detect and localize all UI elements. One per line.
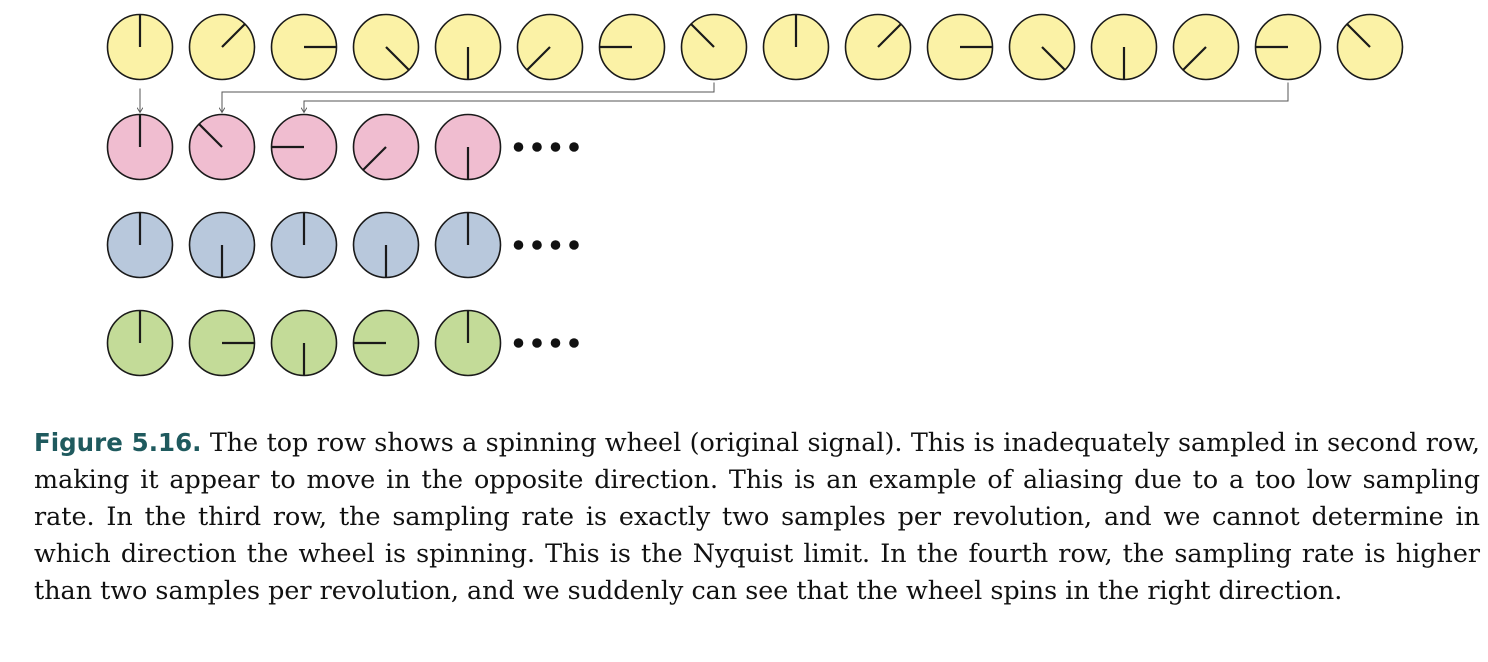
- ellipsis-dot: [569, 338, 579, 348]
- wheel: [352, 113, 420, 181]
- wheel: [680, 13, 748, 81]
- wheel: [188, 13, 256, 81]
- wheel: [106, 113, 174, 181]
- wheel: [106, 309, 174, 377]
- ellipsis-dot: [569, 142, 579, 152]
- wheel: [434, 113, 502, 181]
- wheel: [270, 13, 338, 81]
- wheel: [1090, 13, 1158, 81]
- ellipsis-dot: [513, 240, 524, 250]
- wheel-row-undersampled: [106, 113, 579, 181]
- wheel: [1254, 13, 1322, 81]
- wheel: [1008, 13, 1076, 81]
- wheel: [434, 211, 502, 279]
- ellipsis-dot: [513, 338, 524, 348]
- wheel: [188, 113, 256, 181]
- ellipsis-dot: [513, 142, 524, 152]
- wheel: [270, 113, 338, 181]
- wheel-spoke: [1346, 23, 1371, 48]
- wheel-spoke: [198, 123, 223, 148]
- wheel-row-nyquist-limit: [106, 211, 579, 279]
- wheel-spoke: [526, 46, 551, 71]
- ellipsis-dot: [550, 240, 561, 250]
- ellipsis-dots: [513, 338, 579, 348]
- wheel: [516, 13, 584, 81]
- wheel: [106, 13, 174, 81]
- ellipsis-dots: [513, 142, 579, 152]
- figure-caption: Figure 5.16. The top row shows a spinnin…: [34, 424, 1480, 609]
- wheel: [1172, 13, 1240, 81]
- figure-caption-text: The top row shows a spinning wheel (orig…: [34, 427, 1480, 605]
- wheel: [844, 13, 912, 81]
- ellipsis-dot: [532, 338, 542, 348]
- wheel: [1336, 13, 1404, 81]
- wheel-rows: [106, 13, 1404, 377]
- wheel: [352, 309, 420, 377]
- wheel-row-original-signal: [106, 13, 1404, 81]
- wheel-spoke: [1041, 46, 1066, 71]
- sample-link-arrow: [304, 82, 1289, 113]
- wheel: [106, 211, 174, 279]
- wheel-row-oversampled: [106, 309, 579, 377]
- wheel-spoke: [221, 23, 246, 48]
- ellipsis-dot: [550, 338, 561, 348]
- wheel-spoke: [1182, 46, 1207, 71]
- ellipsis-dot: [550, 142, 561, 152]
- figure-label: Figure 5.16.: [34, 428, 202, 457]
- aliasing-wheel-diagram: [106, 13, 1404, 377]
- wheel: [352, 211, 420, 279]
- wheel: [762, 13, 830, 81]
- wheel: [598, 13, 666, 81]
- wheel: [926, 13, 994, 81]
- wheel: [270, 211, 338, 279]
- wheel-spoke: [877, 23, 902, 48]
- ellipsis-dots: [513, 240, 579, 250]
- wheel-spoke: [385, 46, 410, 71]
- wheel-spoke: [362, 146, 387, 171]
- wheel: [434, 309, 502, 377]
- wheel-spoke: [690, 23, 715, 48]
- sample-links: [140, 82, 1289, 113]
- wheel: [352, 13, 420, 81]
- wheel: [188, 211, 256, 279]
- wheel: [434, 13, 502, 81]
- ellipsis-dot: [569, 240, 579, 250]
- ellipsis-dot: [532, 240, 542, 250]
- sample-link-arrow: [222, 82, 715, 113]
- ellipsis-dot: [532, 142, 542, 152]
- wheel: [188, 309, 256, 377]
- wheel: [270, 309, 338, 377]
